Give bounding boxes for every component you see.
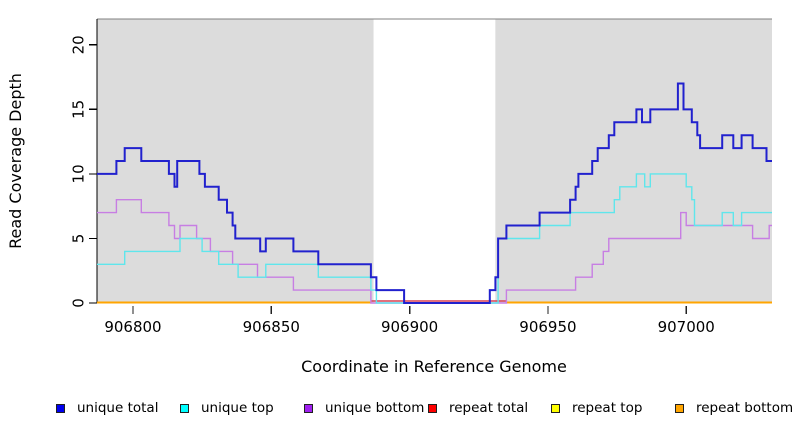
y-tick-label: 0 <box>70 298 88 308</box>
legend-label: unique top <box>201 400 274 416</box>
legend-item-unique-bottom: unique bottom <box>304 398 424 418</box>
plot-area-right <box>495 19 772 303</box>
unique-total-swatch-icon <box>56 403 65 413</box>
x-tick-label: 907000 <box>658 318 715 336</box>
y-tick-label: 20 <box>70 35 88 54</box>
legend-item-repeat-top: repeat top <box>551 398 642 418</box>
legend-item-unique-total: unique total <box>56 398 158 418</box>
legend-item-repeat-bottom: repeat bottom <box>675 398 792 418</box>
y-tick-label: 10 <box>70 164 88 183</box>
unique-top-swatch-icon <box>180 403 189 413</box>
x-tick-label: 906800 <box>104 318 161 336</box>
y-tick-label: 15 <box>70 100 88 119</box>
legend-label: repeat bottom <box>696 400 792 416</box>
plot-axes: 0 5 10 15 20 906800 906850 906900 906950 907000 <box>70 19 715 336</box>
legend-label: unique bottom <box>325 400 425 416</box>
unique-bottom-swatch-icon <box>304 403 313 413</box>
legend-item-unique-top: unique top <box>180 398 274 418</box>
series-line-unique-top <box>97 173 772 304</box>
series-line-unique-total <box>97 82 772 304</box>
x-axis-title: Coordinate in Reference Genome <box>301 357 567 376</box>
series-line-unique-bottom <box>97 199 772 304</box>
plot-series <box>97 82 772 304</box>
legend-label: repeat top <box>572 400 643 416</box>
legend-label: repeat total <box>449 400 529 416</box>
plot-area-left <box>97 19 374 303</box>
x-tick-label: 906950 <box>519 318 576 336</box>
repeat-total-swatch-icon <box>428 403 437 413</box>
legend-item-repeat-total: repeat total <box>428 398 528 418</box>
repeat-bottom-swatch-icon <box>675 403 684 413</box>
legend-label: unique total <box>77 400 159 416</box>
y-tick-label: 5 <box>70 234 88 244</box>
coverage-plot-svg: 0 5 10 15 20 906800 906850 906900 906950 907000 C… <box>6 18 772 376</box>
plot-legend: unique total unique top unique bottom re… <box>0 398 792 420</box>
plot-background <box>97 18 772 303</box>
y-axis-title: Read Coverage Depth <box>6 73 25 249</box>
x-tick-label: 906900 <box>381 318 438 336</box>
repeat-region-band <box>373 19 496 303</box>
repeat-top-swatch-icon <box>551 403 560 413</box>
x-tick-label: 906850 <box>243 318 300 336</box>
coverage-plot: 0 5 10 15 20 906800 906850 906900 906950 907000 C… <box>6 18 772 376</box>
